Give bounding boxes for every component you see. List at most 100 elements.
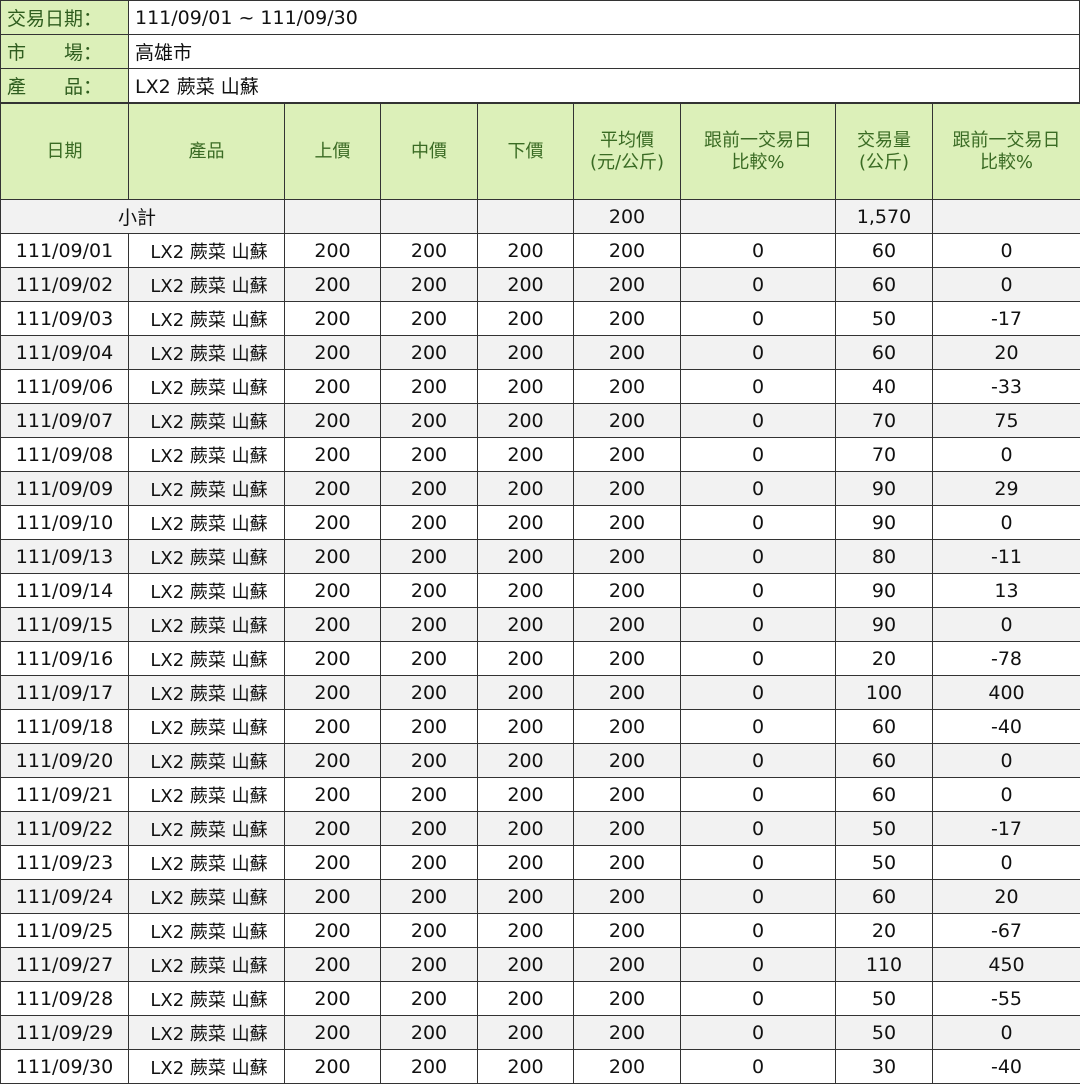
cell-low-price: 200 <box>477 403 574 438</box>
cell-avg-price-change: 0 <box>680 335 836 370</box>
column-header-low-price: 下價 <box>477 103 574 200</box>
cell-volume-change: 0 <box>932 607 1080 642</box>
cell-volume: 60 <box>835 267 933 302</box>
cell-date: 111/09/16 <box>0 641 129 676</box>
table-row: 111/09/13 LX2 蕨菜 山蘇 200 200 200 200 0 80 -11 <box>0 539 1080 574</box>
cell-volume-change: 400 <box>932 675 1080 710</box>
cell-volume-change: 75 <box>932 403 1080 438</box>
cell-mid-price: 200 <box>380 981 478 1016</box>
cell-date: 111/09/01 <box>0 233 129 268</box>
table-row: 111/09/27 LX2 蕨菜 山蘇 200 200 200 200 0 110 450 <box>0 947 1080 982</box>
column-header-avg-price-line1: 平均價 <box>600 129 654 151</box>
cell-low-price: 200 <box>477 505 574 540</box>
table-row: 111/09/10 LX2 蕨菜 山蘇 200 200 200 200 0 90 0 <box>0 505 1080 540</box>
cell-high-price: 200 <box>284 471 381 506</box>
table-row: 111/09/01 LX2 蕨菜 山蘇 200 200 200 200 0 60 0 <box>0 233 1080 268</box>
cell-high-price: 200 <box>284 947 381 982</box>
cell-high-price: 200 <box>284 709 381 744</box>
cell-volume: 70 <box>835 437 933 472</box>
cell-high-price: 200 <box>284 301 381 336</box>
cell-mid-price: 200 <box>380 369 478 404</box>
cell-product: LX2 蕨菜 山蘇 <box>128 743 285 778</box>
cell-volume-change: 0 <box>932 1015 1080 1050</box>
column-header-avg-price-change-line2: 比較% <box>731 151 785 173</box>
column-header-avg-price-change-line1: 跟前一交易日 <box>704 129 812 151</box>
table-row: 111/09/06 LX2 蕨菜 山蘇 200 200 200 200 0 40 -33 <box>0 369 1080 404</box>
cell-avg-price-change: 0 <box>680 675 836 710</box>
cell-volume: 110 <box>835 947 933 982</box>
cell-volume: 90 <box>835 471 933 506</box>
table-header: 日期 產品 上價 中價 下價 平均價 (元/公斤) 跟前一交易日 比較% <box>0 103 1080 200</box>
cell-volume-change: -33 <box>932 369 1080 404</box>
column-header-volume-change-line2: 比較% <box>979 151 1034 173</box>
cell-product: LX2 蕨菜 山蘇 <box>128 709 285 744</box>
cell-volume-change: 0 <box>932 437 1080 472</box>
cell-avg-price: 200 <box>573 607 681 642</box>
cell-volume: 60 <box>835 777 933 812</box>
cell-low-price: 200 <box>477 675 574 710</box>
cell-avg-price: 200 <box>573 811 681 846</box>
table-row: 111/09/09 LX2 蕨菜 山蘇 200 200 200 200 0 90 29 <box>0 471 1080 506</box>
cell-low-price: 200 <box>477 743 574 778</box>
cell-avg-price-change: 0 <box>680 301 836 336</box>
cell-high-price: 200 <box>284 505 381 540</box>
cell-date: 111/09/28 <box>0 981 129 1016</box>
cell-volume-change: 0 <box>932 233 1080 268</box>
cell-volume: 60 <box>835 709 933 744</box>
cell-high-price: 200 <box>284 267 381 302</box>
cell-low-price: 200 <box>477 1015 574 1050</box>
cell-high-price: 200 <box>284 641 381 676</box>
cell-high-price: 200 <box>284 233 381 268</box>
table-row: 111/09/25 LX2 蕨菜 山蘇 200 200 200 200 0 20 -67 <box>0 913 1080 948</box>
subtotal-label: 小計 <box>0 199 285 234</box>
column-header-avg-price-line2: (元/公斤) <box>589 151 665 173</box>
column-header-high-price-line1: 上價 <box>314 140 351 162</box>
cell-low-price: 200 <box>477 233 574 268</box>
cell-product: LX2 蕨菜 山蘇 <box>128 301 285 336</box>
cell-date: 111/09/06 <box>0 369 129 404</box>
cell-low-price: 200 <box>477 947 574 982</box>
table-row: 111/09/16 LX2 蕨菜 山蘇 200 200 200 200 0 20 -78 <box>0 641 1080 676</box>
cell-date: 111/09/08 <box>0 437 129 472</box>
cell-mid-price: 200 <box>380 335 478 370</box>
cell-avg-price: 200 <box>573 369 681 404</box>
cell-volume-change: -11 <box>932 539 1080 574</box>
cell-product: LX2 蕨菜 山蘇 <box>128 777 285 812</box>
report-info-body: 交易日期： 111/09/01 ~ 111/09/30 市 場： 高雄市 產 品… <box>0 0 1080 103</box>
cell-date: 111/09/29 <box>0 1015 129 1050</box>
cell-date: 111/09/02 <box>0 267 129 302</box>
cell-volume-change: 0 <box>932 267 1080 302</box>
cell-avg-price-change: 0 <box>680 267 836 302</box>
table-row: 111/09/04 LX2 蕨菜 山蘇 200 200 200 200 0 60 20 <box>0 335 1080 370</box>
cell-mid-price: 200 <box>380 573 478 608</box>
cell-product: LX2 蕨菜 山蘇 <box>128 675 285 710</box>
subtotal-high-price <box>284 199 381 234</box>
info-value-trade-date: 111/09/01 ~ 111/09/30 <box>128 0 1080 35</box>
cell-date: 111/09/23 <box>0 845 129 880</box>
cell-volume-change: -78 <box>932 641 1080 676</box>
cell-date: 111/09/30 <box>0 1049 129 1084</box>
cell-avg-price: 200 <box>573 335 681 370</box>
cell-product: LX2 蕨菜 山蘇 <box>128 845 285 880</box>
cell-volume-change: 0 <box>932 845 1080 880</box>
cell-volume: 60 <box>835 879 933 914</box>
cell-avg-price: 200 <box>573 267 681 302</box>
cell-avg-price-change: 0 <box>680 539 836 574</box>
cell-mid-price: 200 <box>380 947 478 982</box>
column-header-product: 產品 <box>128 103 285 200</box>
cell-volume: 50 <box>835 845 933 880</box>
subtotal-mid-price <box>380 199 478 234</box>
cell-product: LX2 蕨菜 山蘇 <box>128 539 285 574</box>
cell-avg-price-change: 0 <box>680 811 836 846</box>
cell-low-price: 200 <box>477 607 574 642</box>
column-header-avg-price: 平均價 (元/公斤) <box>573 103 681 200</box>
cell-avg-price: 200 <box>573 845 681 880</box>
cell-product: LX2 蕨菜 山蘇 <box>128 947 285 982</box>
cell-product: LX2 蕨菜 山蘇 <box>128 1049 285 1084</box>
info-label-market: 市 場： <box>0 34 129 69</box>
table-row: 111/09/22 LX2 蕨菜 山蘇 200 200 200 200 0 50 -17 <box>0 811 1080 846</box>
cell-avg-price-change: 0 <box>680 743 836 778</box>
info-value-product: LX2 蕨菜 山蘇 <box>128 68 1080 103</box>
cell-product: LX2 蕨菜 山蘇 <box>128 267 285 302</box>
cell-low-price: 200 <box>477 879 574 914</box>
